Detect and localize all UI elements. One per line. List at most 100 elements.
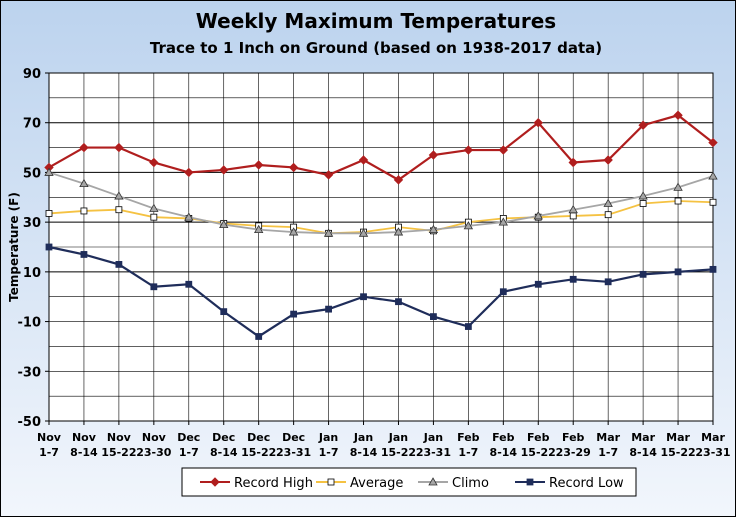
x-tick-label-range: 15-22: [521, 446, 556, 459]
legend-box: [181, 467, 637, 497]
legend-marker: [210, 477, 220, 487]
data-point: [709, 265, 717, 273]
x-tick-label-range: 8-14: [210, 446, 238, 459]
data-point: [463, 221, 474, 230]
y-tick-label: 30: [23, 216, 41, 231]
data-point: [709, 198, 717, 206]
x-tick-label-month: Feb: [527, 431, 550, 444]
x-tick-label-range: 1-7: [319, 446, 339, 459]
data-point: [115, 260, 123, 268]
legend-item: Climo: [418, 476, 489, 491]
y-tick-label: 90: [23, 67, 41, 82]
data-point: [80, 251, 88, 258]
x-tick-label-month: Feb: [457, 431, 480, 444]
y-tick-label: -10: [18, 316, 42, 331]
x-tick-label-range: 8-14: [70, 446, 98, 459]
data-point: [115, 206, 123, 214]
y-tick-label: -50: [18, 415, 42, 430]
x-tick-label-range: 8-14: [350, 446, 378, 459]
data-point: [604, 211, 612, 219]
data-point: [568, 204, 578, 214]
data-point: [79, 142, 89, 153]
series-line: [48, 245, 714, 338]
y-axis-ticks: -50 -30 -10 10 30 50 70 90: [18, 67, 49, 430]
y-axis-label: Temperature (F): [7, 192, 21, 302]
grid-lines: [49, 72, 713, 422]
data-point: [149, 157, 159, 168]
legend-marker: [428, 477, 438, 486]
data-point: [428, 150, 439, 160]
y-tick-label: 50: [23, 166, 41, 181]
data-point: [220, 308, 228, 316]
series-line: [48, 200, 714, 235]
data-point: [393, 227, 404, 236]
x-tick-label-month: Mar: [666, 431, 690, 444]
data-point: [463, 145, 474, 155]
x-tick-label-range: 23-31: [276, 446, 311, 459]
data-point: [150, 283, 158, 291]
x-tick-label-range: 8-14: [629, 446, 657, 459]
data-point: [290, 310, 298, 318]
data-point: [428, 224, 439, 234]
y-tick-label: 10: [23, 266, 41, 281]
data-point: [255, 333, 263, 340]
x-tick-label-range: 1-7: [458, 446, 478, 459]
data-point: [150, 213, 158, 221]
data-point: [638, 120, 648, 130]
x-tick-label-month: Nov: [142, 431, 167, 444]
data-point: [430, 313, 437, 321]
legend-marker: [327, 478, 335, 486]
series-climo: [44, 167, 718, 237]
data-point: [639, 200, 647, 207]
x-tick-label-month: Jan: [318, 431, 338, 444]
data-point: [114, 142, 124, 153]
x-tick-label-range: 1-7: [179, 446, 199, 459]
x-tick-label-month: Mar: [701, 431, 725, 444]
data-point: [603, 155, 613, 165]
data-point: [114, 191, 124, 200]
data-point: [638, 191, 648, 200]
series-layer: [44, 110, 718, 340]
data-point: [80, 207, 88, 215]
x-tick-label-month: Mar: [631, 431, 655, 444]
legend-label: Record High: [234, 476, 313, 491]
legend: Record High Average Climo Record Low: [200, 476, 624, 491]
series-record-high: [44, 110, 718, 185]
data-point: [253, 160, 264, 170]
x-tick-label-range: 23-30: [136, 446, 172, 459]
x-tick-label-range: 1-7: [39, 446, 59, 459]
legend-item: Average: [316, 476, 403, 491]
data-point: [358, 155, 369, 165]
data-point: [568, 157, 578, 168]
x-tick-label-month: Nov: [37, 431, 62, 444]
legend-item: Record High: [200, 476, 313, 491]
data-point: [149, 203, 159, 212]
data-point: [673, 182, 683, 191]
x-tick-label-month: Dec: [212, 431, 235, 444]
data-point: [44, 167, 54, 176]
data-point: [708, 171, 718, 180]
x-tick-label-range: 15-22: [660, 446, 695, 459]
data-point: [604, 278, 612, 286]
x-tick-label-month: Mar: [596, 431, 620, 444]
x-tick-label-month: Dec: [247, 431, 270, 444]
data-point: [358, 228, 369, 237]
data-point: [184, 212, 194, 221]
x-tick-label-month: Feb: [562, 431, 585, 444]
legend-label: Average: [350, 476, 403, 491]
x-axis-ticks: Nov 1-7 Nov 8-14 Nov 15-22 Nov 23-30 Dec 1-7 Dec 8-…: [37, 421, 731, 459]
series-line: [48, 114, 714, 182]
x-tick-label-range: 23-31: [416, 446, 451, 459]
data-point: [673, 110, 683, 120]
data-point: [360, 293, 367, 301]
data-point: [393, 175, 404, 185]
x-tick-label-month: Dec: [282, 431, 305, 444]
chart-subtitle: Trace to 1 Inch on Ground (based on 1938…: [150, 39, 602, 57]
y-tick-label: -30: [18, 365, 42, 380]
data-point: [569, 275, 577, 283]
data-point: [498, 217, 509, 226]
legend-label: Climo: [452, 476, 489, 491]
data-point: [219, 219, 229, 229]
